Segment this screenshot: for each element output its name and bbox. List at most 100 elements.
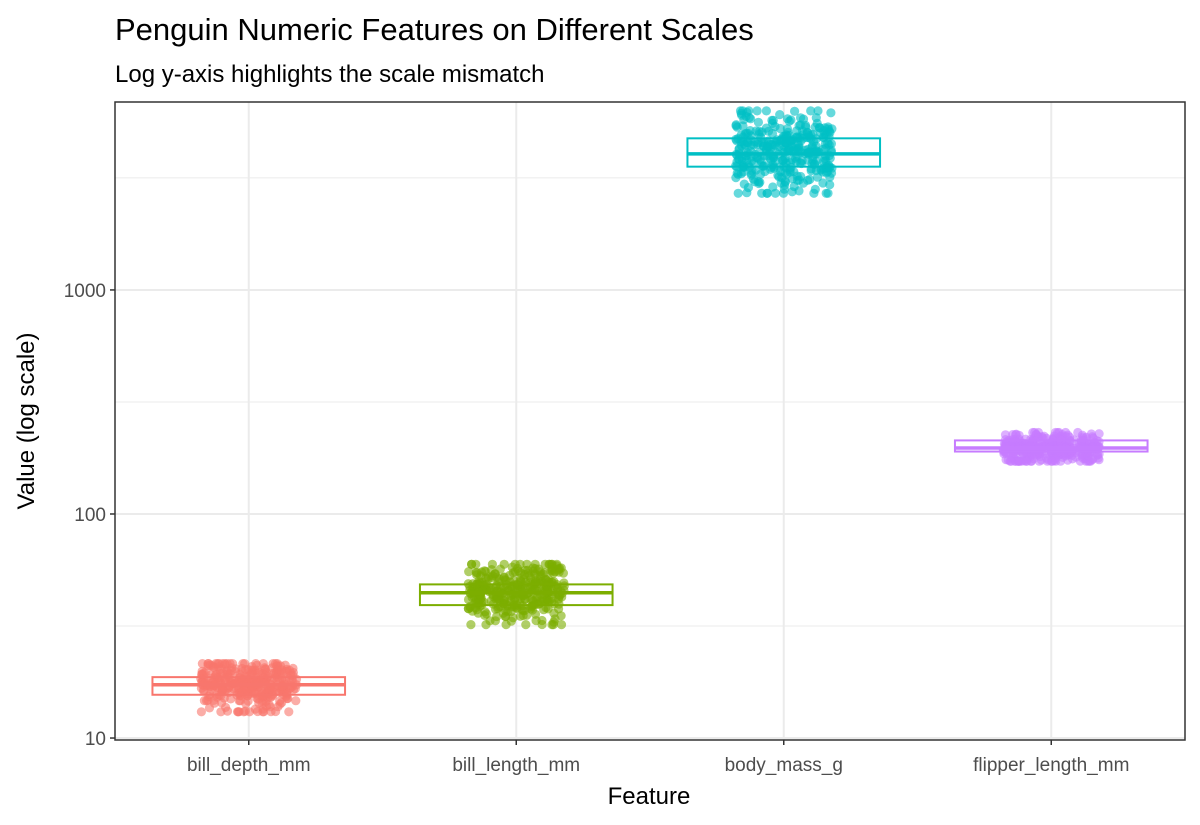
data-point [270, 659, 281, 669]
data-point [467, 592, 477, 603]
data-point [751, 126, 761, 136]
x-tick-label-flipper_length_mm: flipper_length_mm [973, 755, 1129, 776]
data-point [747, 166, 757, 176]
data-point [1021, 456, 1031, 466]
data-point [258, 659, 268, 669]
data-point [209, 698, 219, 708]
data-point [1075, 456, 1085, 466]
data-point [523, 565, 533, 575]
data-point [1093, 453, 1103, 463]
plot-panel [115, 102, 1185, 740]
data-point [809, 188, 819, 198]
data-point [515, 568, 526, 578]
data-point [214, 659, 224, 669]
data-point [521, 620, 531, 630]
data-point [472, 570, 482, 580]
y-tick-label: 10 [85, 729, 106, 750]
data-point [1034, 456, 1044, 466]
box-plots [151, 137, 1149, 696]
data-point [767, 128, 778, 139]
data-point [770, 121, 780, 132]
data-point [770, 188, 781, 198]
data-point [199, 668, 209, 678]
data-point [794, 186, 804, 196]
data-point [1008, 430, 1018, 440]
data-point [228, 659, 238, 669]
data-point [466, 620, 476, 630]
data-point [217, 686, 228, 696]
data-point [826, 108, 836, 118]
data-point [750, 177, 760, 187]
data-point [776, 167, 786, 177]
data-point [501, 620, 511, 630]
panel-border [114, 101, 1186, 741]
x-axis-ticks: bill_depth_mm bill_length_mm body_mass_g fl… [187, 740, 1129, 776]
data-point [258, 707, 268, 717]
data-point [796, 113, 806, 123]
data-point [493, 593, 503, 603]
data-point [742, 155, 752, 166]
y-tick-label: 100 [74, 505, 106, 526]
data-point [226, 694, 236, 704]
data-point [203, 659, 213, 669]
data-point [813, 106, 823, 116]
data-point [464, 567, 474, 577]
y-tick-label: 1000 [64, 281, 106, 302]
x-axis-title: Feature [608, 783, 691, 810]
data-point [1000, 430, 1011, 440]
data-point [247, 662, 257, 672]
data-point [498, 608, 508, 618]
data-point [1083, 451, 1093, 461]
data-point [1042, 456, 1052, 466]
data-point [742, 188, 752, 198]
data-point [787, 187, 797, 197]
data-point [537, 619, 547, 630]
data-point [285, 665, 295, 676]
data-point [783, 127, 793, 137]
data-point [762, 188, 772, 198]
data-point [196, 707, 206, 717]
data-point [824, 126, 834, 136]
data-point [786, 115, 796, 125]
data-point [818, 132, 828, 142]
data-point [753, 117, 764, 127]
data-point [549, 599, 559, 609]
data-point [732, 157, 742, 167]
data-point [1061, 427, 1071, 438]
data-point [521, 577, 531, 587]
data-point [736, 169, 746, 179]
x-tick-label-bill_depth_mm: bill_depth_mm [187, 755, 311, 776]
chart-title: Penguin Numeric Features on Different Sc… [115, 12, 754, 47]
data-point [731, 120, 741, 130]
x-tick-label-bill_length_mm: bill_length_mm [452, 755, 580, 776]
box-flipper_length_mm [953, 439, 1149, 453]
panel-background [115, 102, 1185, 740]
data-point [818, 167, 828, 177]
data-point [233, 707, 243, 717]
data-point [776, 178, 786, 188]
plot-border [114, 101, 1186, 741]
data-point [199, 696, 209, 706]
data-point [796, 171, 806, 182]
data-point [556, 620, 567, 630]
data-point [821, 188, 831, 198]
data-point [790, 106, 800, 116]
data-point [736, 130, 746, 140]
data-point [222, 706, 233, 716]
data-point [761, 106, 772, 116]
data-point [515, 559, 525, 569]
grid-lines [115, 102, 1185, 740]
data-point [801, 122, 811, 132]
data-point [465, 601, 475, 612]
data-point [518, 610, 528, 621]
data-point [806, 106, 816, 116]
chart-subtitle: Log y-axis highlights the scale mismatch [115, 61, 545, 88]
data-point [275, 699, 285, 709]
data-point [250, 688, 260, 698]
data-point [507, 562, 517, 572]
data-point [485, 616, 495, 626]
data-point [1053, 428, 1063, 438]
data-point [812, 118, 822, 128]
data-point [1017, 448, 1028, 458]
